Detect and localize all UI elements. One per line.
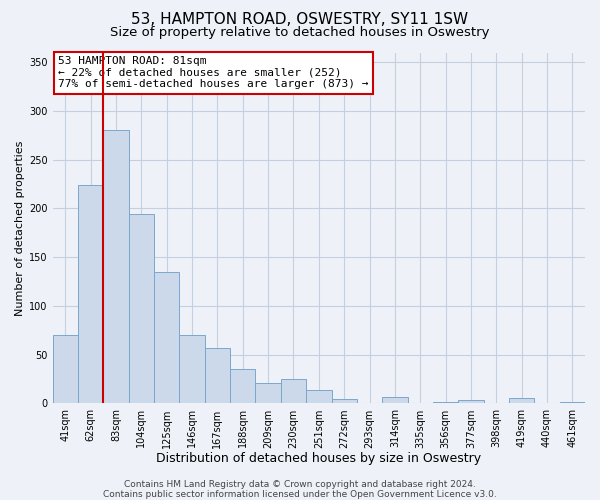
Bar (53, 335, 78, 404)
Text: Contains HM Land Registry data © Crown copyright and database right 2024.
Contai: Contains HM Land Registry data © Crown c… (103, 480, 497, 499)
Bar (230, 370, 256, 404)
Bar (179, 335, 205, 404)
Bar (306, 390, 332, 404)
Bar (154, 272, 179, 404)
Bar (509, 398, 535, 404)
Bar (332, 398, 357, 404)
Text: 53 HAMPTON ROAD: 81sqm
← 22% of detached houses are smaller (252)
77% of semi-de: 53 HAMPTON ROAD: 81sqm ← 22% of detached… (58, 56, 368, 89)
Bar (560, 402, 585, 404)
X-axis label: Distribution of detached houses by size in Oswestry: Distribution of detached houses by size … (156, 452, 481, 465)
Bar (129, 214, 154, 404)
Y-axis label: Number of detached properties: Number of detached properties (15, 140, 25, 316)
Bar (78, 185, 103, 404)
Bar (256, 383, 281, 404)
Bar (458, 400, 484, 404)
Bar (205, 348, 230, 404)
Text: 53, HAMPTON ROAD, OSWESTRY, SY11 1SW: 53, HAMPTON ROAD, OSWESTRY, SY11 1SW (131, 12, 469, 28)
Bar (382, 396, 407, 404)
Text: Size of property relative to detached houses in Oswestry: Size of property relative to detached ho… (110, 26, 490, 39)
Bar (433, 402, 458, 404)
Bar (103, 130, 129, 404)
Bar (281, 379, 306, 404)
